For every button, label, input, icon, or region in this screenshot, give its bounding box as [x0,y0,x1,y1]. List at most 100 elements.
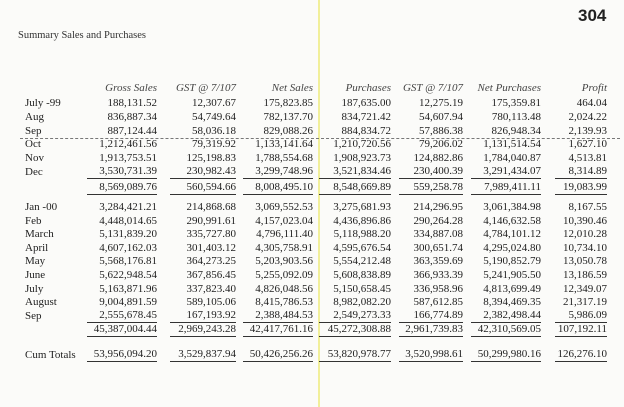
table-row: July 5,163,871.96 337,823.40 4,826,048.56 5,… [0,282,624,296]
table-row: June 5,622,948.54 367,856.45 5,255,092.09 5,… [0,268,624,282]
cell: 1,908,923.73 [333,152,391,165]
subtotal-row: 8,569,089.76 560,594.66 8,008,495.10 8,548,… [0,181,624,195]
row-label: Oct [25,138,41,151]
row-label: July -99 [25,97,61,109]
cell: 367,856.45 [186,269,237,281]
cell: 42,417,761.16 [243,323,313,338]
cell: 167,193.92 [170,309,236,323]
row-label: Nov [25,152,44,165]
cell: 107,192.11 [555,323,607,338]
cell: 2,961,739.83 [399,323,463,338]
cell: 2,555,678.45 [87,309,157,323]
cell: 2,549,273.33 [319,309,391,323]
cell: 4,784,101.12 [483,228,541,241]
cell: 79,206.02 [419,138,463,151]
cell: Purchases [345,82,391,94]
cell: 560,594.66 [170,181,236,195]
cell: 8,569,089.76 [87,181,157,195]
cell: 829,088.26 [263,124,314,137]
cell: 8,982,082.20 [333,296,391,309]
cell: 57,886.38 [419,124,463,137]
cell: 4,607,162.03 [99,241,157,254]
cell: 12,307.67 [192,97,236,109]
cell: 53,820,978.77 [319,348,391,362]
table-row: Sep 2,555,678.45 167,193.92 2,388,484.53 2,5… [0,309,624,323]
table-row: Dec 3,530,731.39 230,982.43 3,299,748.96 3,5… [0,165,624,179]
cell: 5,131,839.20 [99,228,157,241]
cell: 301,403.12 [186,241,237,254]
cell: 188,131.52 [107,97,158,109]
cell: 1,784,040.87 [483,152,541,165]
cell: 54,749.64 [192,110,236,123]
cell: 834,721.42 [341,110,392,123]
cell: 5,255,092.09 [255,269,313,281]
cell: 50,299,980.16 [471,348,541,362]
cell: Net Purchases [477,82,541,94]
row-label: Aug [25,110,44,123]
cell: 12,275.19 [419,97,463,109]
cell: 4,513.81 [568,152,608,165]
cell: 13,186.59 [563,269,607,281]
cell: 5,608,838.89 [333,269,391,281]
cell: 300,651.74 [413,241,464,254]
cell: 290,991.61 [186,214,237,227]
cell: 5,150,658.45 [333,282,391,295]
row-label: Feb [25,214,42,227]
row-label: Cum Totals [25,349,76,361]
cell: 12,349.07 [563,282,607,295]
cell: Gross Sales [105,82,157,94]
cell: 782,137.70 [263,110,314,123]
cell: 4,448,014.65 [99,214,157,227]
cell: 54,607.94 [419,110,463,123]
cell: 1,913,753.51 [99,152,157,165]
cell: 4,595,676.54 [333,241,391,254]
cell: Net Sales [271,82,313,94]
cell: 363,359.69 [413,255,464,268]
cell: 50,426,256.26 [243,348,313,362]
cell: 3,299,748.96 [243,165,313,179]
cell: 5,118,988.20 [333,228,391,241]
table-row: July -99 188,131.52 12,307.67 175,823.85 187… [0,96,624,110]
row-label: April [25,241,49,254]
cell: 3,529,837.94 [170,348,236,362]
cell: 230,400.39 [399,165,463,179]
cell: 3,061,384.98 [483,201,541,213]
row-label: Jan -00 [25,201,58,213]
cell: 4,157,023.04 [255,214,313,227]
cell: 2,382,498.44 [471,309,541,323]
cell: 3,521,834.46 [319,165,391,179]
cell: 5,554,212.48 [333,255,391,268]
cell: 12,010.28 [563,228,607,241]
cell: 290,264.28 [413,214,464,227]
cell: 7,989,411.11 [471,181,541,195]
cell: 4,146,632.58 [483,214,541,227]
cell: 1,210,720.56 [333,138,391,151]
row-label: August [25,296,57,309]
cell: 1,212,461.56 [99,138,157,151]
cell: 42,310,569.05 [471,323,541,338]
cell: 4,295,024.80 [483,241,541,254]
cell: 2,969,243.28 [170,323,236,338]
table-row: April 4,607,162.03 301,403.12 4,305,758.91 4… [0,241,624,255]
cell: 559,258.78 [399,181,463,195]
cell: 4,826,048.56 [255,282,313,295]
cell: GST @ 7/107 [402,82,463,94]
page-fold-line [318,0,320,407]
cell: 589,105.06 [186,296,237,309]
dashed-divider [20,138,620,139]
cell: 4,436,896.86 [333,214,391,227]
row-label: Dec [25,166,43,178]
cell: 335,727.80 [186,228,237,241]
table-row: Oct 1,212,461.56 79,319.92 1,133,141.64 1,21… [0,137,624,151]
cell: 3,275,681.93 [333,201,391,213]
cell: 53,956,094.20 [87,348,157,362]
cell: 337,823.40 [186,282,237,295]
cell: 166,774.89 [399,309,463,323]
page-number: 304 [578,6,607,25]
cell: GST @ 7/107 [175,82,236,94]
row-label: March [25,228,54,241]
table-row: Sep 887,124.44 58,036.18 829,088.26 884,834.… [0,124,624,138]
cell: 8,548,669.89 [319,181,391,195]
cell: 8,415,786.53 [255,296,313,309]
cell: 79,319.92 [192,138,236,151]
